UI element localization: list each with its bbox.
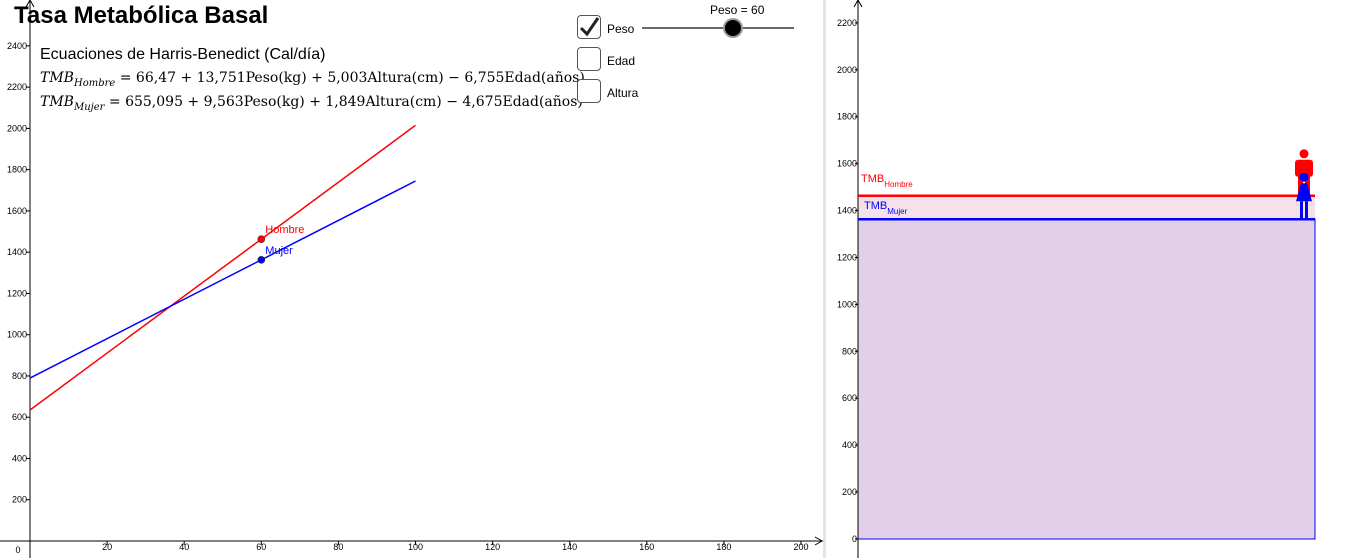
x-tick-label: 60 xyxy=(256,542,266,552)
x-tick-label: 180 xyxy=(716,542,731,552)
x-tick-label: 20 xyxy=(102,542,112,552)
left-graph[interactable]: 0 20 40 60 80 100 120 140 160 180 200 200 400 600 800 1… xyxy=(0,0,823,558)
y-tick-label: 2200 xyxy=(7,82,27,92)
y-tick-label: 2000 xyxy=(837,65,857,75)
y-tick-label: 400 xyxy=(12,453,27,463)
y-tick-label: 2000 xyxy=(7,123,27,133)
page-title: Tasa Metabólica Basal xyxy=(14,2,269,29)
y-tick-label: 600 xyxy=(12,412,27,422)
altura-checkbox[interactable] xyxy=(577,79,601,103)
y-tick-label: 0 xyxy=(852,534,857,544)
x-tick-label: 200 xyxy=(793,542,808,552)
female-equation-sub: Mujer xyxy=(73,101,105,113)
y-tick-label: 1200 xyxy=(7,288,27,298)
male-equation-sub: Hombre xyxy=(73,77,116,89)
x-tick-label: 120 xyxy=(485,542,500,552)
level-label-main: TMB xyxy=(864,200,887,212)
peso-slider[interactable] xyxy=(642,18,794,38)
point-label-hombre: Hombre xyxy=(265,224,304,236)
male-head xyxy=(1299,149,1309,159)
x-tick-label: 0 xyxy=(15,545,20,555)
female-leg xyxy=(1300,201,1303,220)
series-line-hombre xyxy=(29,124,416,411)
y-tick-label: 200 xyxy=(12,495,27,505)
y-tick-label: 1800 xyxy=(837,112,857,122)
y-tick-label: 1600 xyxy=(837,159,857,169)
edad-checkbox-label: Edad xyxy=(607,54,636,68)
y-tick-label: 1400 xyxy=(7,247,27,257)
level-label-hombre: TMBHombre xyxy=(861,173,913,189)
male-torso xyxy=(1295,159,1313,177)
peso-slider-caption: Peso = 60 xyxy=(710,3,765,17)
y-tick-label: 1600 xyxy=(7,206,27,216)
y-tick-label: 1800 xyxy=(7,165,27,175)
y-tick-label: 800 xyxy=(842,346,857,356)
y-tick-label: 200 xyxy=(842,487,857,497)
peso-checkbox-label: Peso xyxy=(607,22,635,36)
y-tick-label: 800 xyxy=(12,371,27,381)
x-tick-label: 140 xyxy=(562,542,577,552)
male-equation-rhs: = 66,47 + 13,751Peso(kg) + 5,003Altura(c… xyxy=(119,70,585,86)
female-figure-icon xyxy=(1296,172,1312,220)
edad-checkbox[interactable] xyxy=(577,47,601,71)
male-equation-var: TMB xyxy=(40,70,74,86)
x-tick-label: 80 xyxy=(333,542,343,552)
female-head xyxy=(1299,172,1309,182)
area-base-fill xyxy=(857,218,1316,540)
point-label-mujer: Mujer xyxy=(265,245,293,257)
panel-divider xyxy=(823,0,826,558)
female-equation-rhs: = 655,095 + 9,563Peso(kg) + 1,849Altura(… xyxy=(108,94,583,110)
point-mujer xyxy=(257,256,266,264)
y-tick-label: 1000 xyxy=(7,330,27,340)
y-tick-label: 1400 xyxy=(837,206,857,216)
slider-track xyxy=(642,27,794,29)
x-tick-label: 160 xyxy=(639,542,654,552)
y-tick-label: 600 xyxy=(842,393,857,403)
y-tick-label: 1000 xyxy=(837,299,857,309)
x-tick-label: 40 xyxy=(179,542,189,552)
peso-checkbox[interactable] xyxy=(577,15,601,39)
female-leg xyxy=(1305,201,1308,220)
female-equation: TMBMujer = 655,095 + 9,563Peso(kg) + 1,8… xyxy=(40,94,583,113)
y-tick-label: 400 xyxy=(842,440,857,450)
altura-checkbox-label: Altura xyxy=(607,86,639,100)
area-gap-fill xyxy=(858,195,1315,220)
level-label-sub: Mujer xyxy=(887,207,907,216)
y-tick-label: 2200 xyxy=(837,18,857,28)
x-tick-label: 100 xyxy=(408,542,423,552)
male-equation: TMBHombre = 66,47 + 13,751Peso(kg) + 5,0… xyxy=(40,70,585,89)
level-label-mujer: TMBMujer xyxy=(864,200,908,216)
level-label-main: TMB xyxy=(861,173,884,185)
female-dress xyxy=(1296,183,1312,202)
female-equation-var: TMB xyxy=(40,94,74,110)
level-label-sub: Hombre xyxy=(884,180,913,189)
equations-subtitle: Ecuaciones de Harris-Benedict (Cal/día) xyxy=(40,46,326,63)
y-axis-arrow-icon xyxy=(25,0,35,8)
check-icon xyxy=(579,17,600,37)
right-graph[interactable]: 0 200 400 600 800 1000 1200 1400 1600 1800 2000 220… xyxy=(826,0,1366,558)
point-hombre xyxy=(257,235,266,243)
slider-handle[interactable] xyxy=(725,20,742,36)
y-axis-arrow-icon xyxy=(853,0,863,8)
x-axis-arrow-icon xyxy=(814,536,823,546)
series-line-mujer xyxy=(29,180,416,379)
y-tick-label: 1200 xyxy=(837,252,857,262)
y-tick-label: 2400 xyxy=(7,41,27,51)
